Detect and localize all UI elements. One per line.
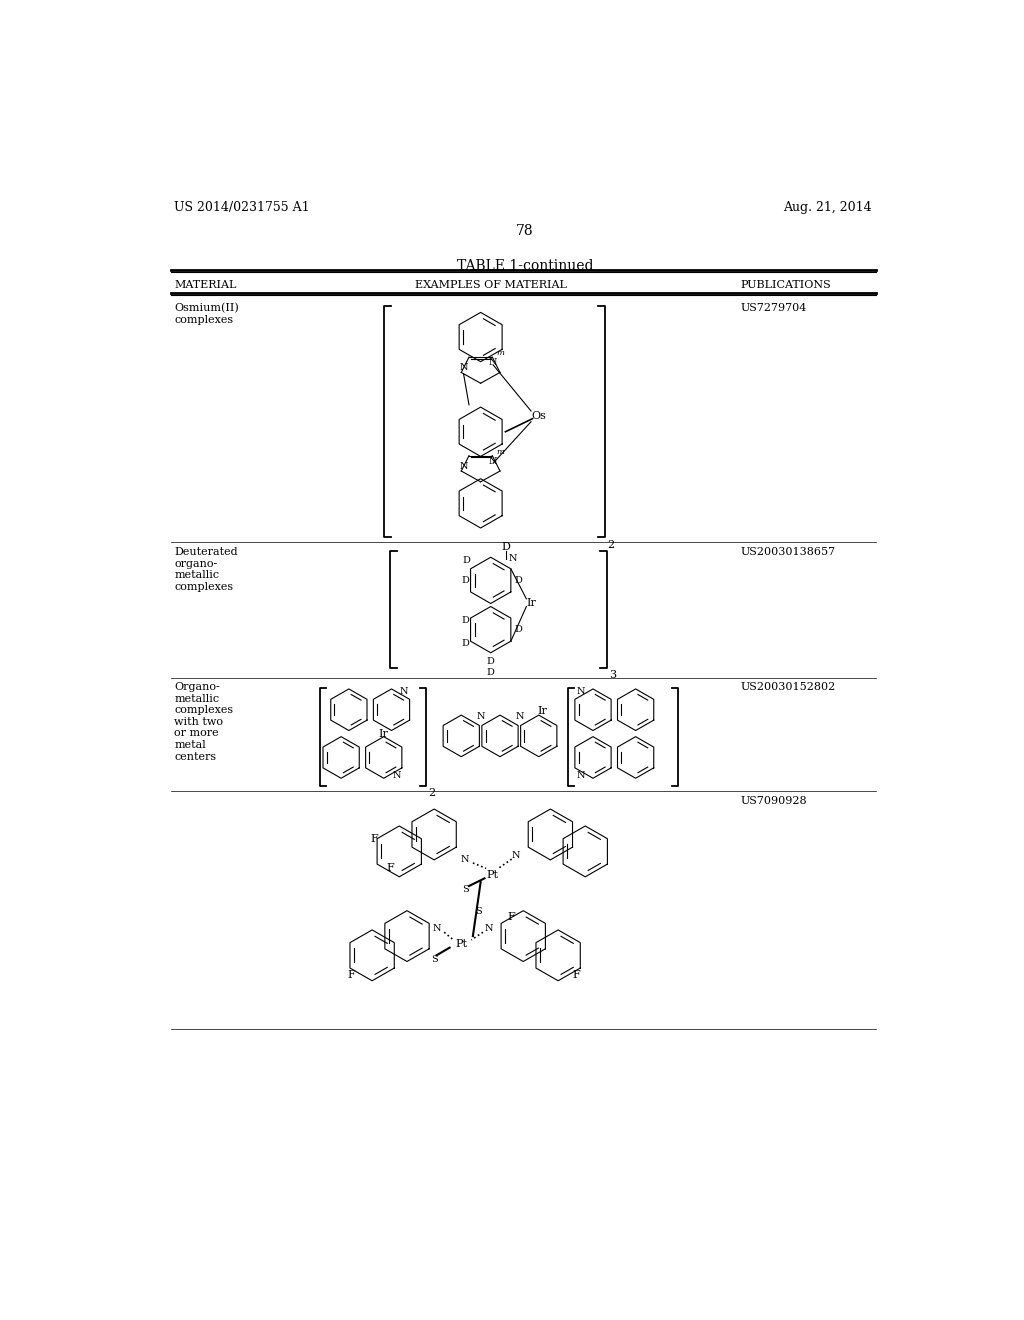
Text: D: D xyxy=(514,626,522,634)
Text: Ir: Ir xyxy=(379,730,389,739)
Text: S: S xyxy=(462,886,469,895)
Text: US20030138657: US20030138657 xyxy=(740,548,836,557)
Text: PUBLICATIONS: PUBLICATIONS xyxy=(740,280,831,290)
Text: N: N xyxy=(511,851,520,859)
Text: US 2014/0231755 A1: US 2014/0231755 A1 xyxy=(174,201,310,214)
Text: Organo-
metallic
complexes
with two
or more
metal
centers: Organo- metallic complexes with two or m… xyxy=(174,682,233,762)
Text: Ir: Ir xyxy=(526,598,536,609)
Text: N: N xyxy=(432,924,440,933)
Text: F: F xyxy=(371,834,378,843)
Text: N: N xyxy=(488,358,498,367)
Text: D: D xyxy=(463,556,471,565)
Text: S: S xyxy=(475,907,481,916)
Text: Pt: Pt xyxy=(486,870,499,879)
Text: Os: Os xyxy=(531,412,546,421)
Text: N: N xyxy=(508,554,517,564)
Text: N: N xyxy=(461,854,469,863)
Text: Pt: Pt xyxy=(456,939,467,949)
Text: N: N xyxy=(484,924,493,933)
Text: US20030152802: US20030152802 xyxy=(740,682,836,692)
Text: Osmium(II)
complexes: Osmium(II) complexes xyxy=(174,304,240,325)
Text: 2: 2 xyxy=(607,540,614,549)
Text: D: D xyxy=(461,616,469,624)
Text: MATERIAL: MATERIAL xyxy=(174,280,237,290)
Text: Ir: Ir xyxy=(538,706,548,717)
Text: N: N xyxy=(577,686,585,696)
Text: D: D xyxy=(486,668,495,677)
Text: F: F xyxy=(347,970,355,979)
Text: N: N xyxy=(488,457,498,466)
Text: D: D xyxy=(461,639,469,648)
Text: S: S xyxy=(431,954,437,964)
Text: Aug. 21, 2014: Aug. 21, 2014 xyxy=(783,201,872,214)
Text: D: D xyxy=(461,576,469,585)
Text: N: N xyxy=(577,771,585,780)
Text: N: N xyxy=(515,713,523,721)
Text: N: N xyxy=(460,363,468,371)
Text: Deuterated
organo-
metallic
complexes: Deuterated organo- metallic complexes xyxy=(174,548,239,593)
Text: D: D xyxy=(502,543,511,552)
Text: F: F xyxy=(386,863,394,874)
Text: 3: 3 xyxy=(609,671,616,680)
Text: D: D xyxy=(514,576,522,585)
Text: 2: 2 xyxy=(429,788,436,799)
Text: 78: 78 xyxy=(516,224,534,238)
Text: US7090928: US7090928 xyxy=(740,796,807,807)
Text: N: N xyxy=(392,771,401,780)
Text: N: N xyxy=(476,713,485,721)
Text: US7279704: US7279704 xyxy=(740,304,807,313)
Text: D: D xyxy=(486,657,495,667)
Text: N: N xyxy=(399,686,409,696)
Text: TABLE 1-continued: TABLE 1-continued xyxy=(457,259,593,272)
Text: F: F xyxy=(508,912,515,921)
Text: m: m xyxy=(496,447,504,455)
Text: N: N xyxy=(460,462,468,471)
Text: m: m xyxy=(496,350,504,358)
Text: F: F xyxy=(572,970,580,979)
Text: EXAMPLES OF MATERIAL: EXAMPLES OF MATERIAL xyxy=(415,280,566,290)
